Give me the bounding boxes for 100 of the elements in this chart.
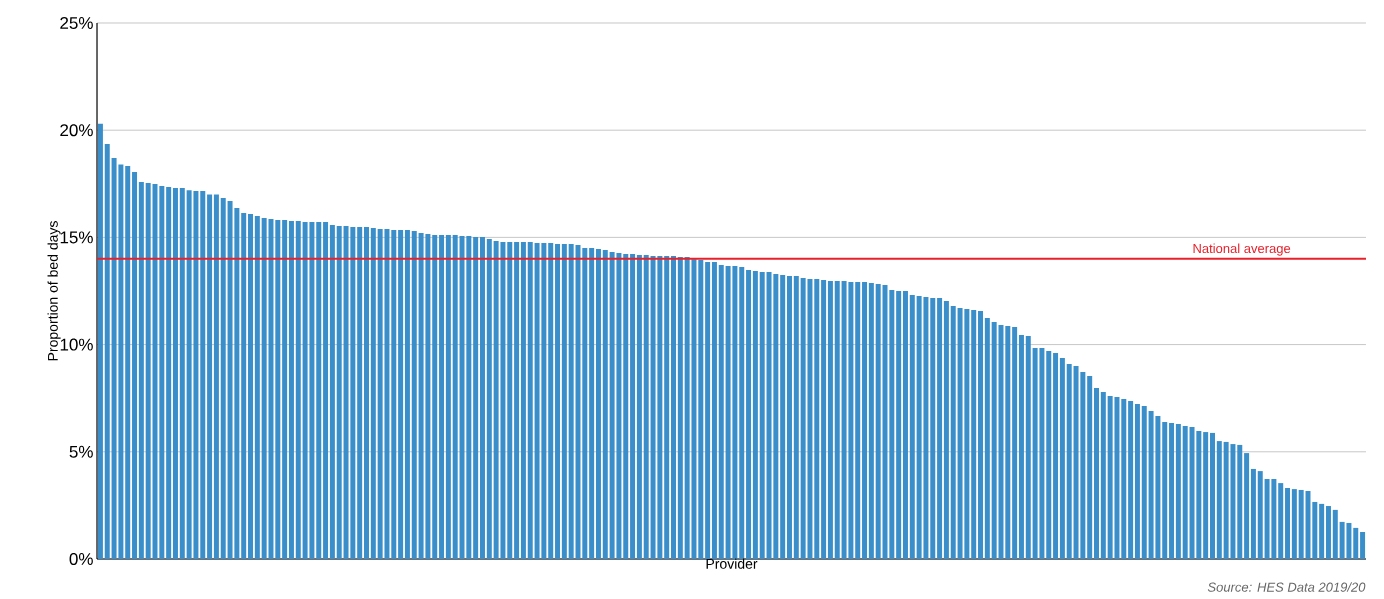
bar (207, 194, 213, 559)
y-tick-label: 5% (69, 445, 93, 458)
bar (643, 254, 649, 559)
bar (902, 290, 908, 559)
bar (1353, 527, 1359, 559)
bar (104, 143, 110, 559)
bar (1162, 421, 1168, 559)
bar (336, 226, 342, 559)
bar (1053, 352, 1059, 559)
bar (602, 250, 608, 559)
bar (486, 238, 492, 559)
bar (984, 318, 990, 559)
bar (323, 221, 329, 559)
bar (125, 166, 131, 559)
bar (1018, 334, 1024, 559)
bar (1005, 325, 1011, 559)
bar (1257, 471, 1263, 559)
bar (862, 281, 868, 559)
bar (514, 241, 520, 559)
bar (1025, 336, 1031, 559)
bar (282, 220, 288, 559)
y-tick-label: 20% (60, 124, 93, 137)
bar (527, 241, 533, 559)
x-axis-title: Provider (706, 558, 758, 569)
bar (200, 191, 206, 559)
bar (1059, 357, 1065, 559)
bar (439, 235, 445, 559)
bar (1182, 426, 1188, 559)
bar (445, 235, 451, 559)
bar (1312, 501, 1318, 559)
bar (254, 215, 260, 559)
bar (950, 306, 956, 559)
bar (827, 280, 833, 559)
bar (213, 194, 219, 559)
bar (705, 262, 711, 559)
bar (1291, 489, 1297, 559)
bar (793, 275, 799, 559)
bar (1128, 400, 1134, 559)
bar (677, 256, 683, 559)
bar (1319, 503, 1325, 559)
bar (329, 224, 335, 559)
bar (896, 290, 902, 559)
bar (295, 221, 301, 559)
bar (555, 244, 561, 559)
bar (855, 281, 861, 559)
bar (636, 254, 642, 559)
bar (1244, 453, 1250, 559)
bar (364, 226, 369, 559)
bar (172, 188, 178, 559)
bar (132, 172, 138, 559)
bar (589, 247, 595, 559)
bar (698, 259, 704, 559)
bar (145, 182, 151, 559)
bar (834, 280, 840, 559)
bar (507, 241, 513, 559)
bar (739, 266, 745, 559)
bar (1203, 432, 1209, 559)
bar (432, 235, 438, 559)
bar (671, 256, 677, 559)
bar (1237, 444, 1243, 559)
bar (718, 265, 724, 559)
ref-line-label: National average (1193, 243, 1291, 256)
bar (1134, 403, 1140, 559)
bar (1046, 351, 1052, 559)
bar (1209, 432, 1215, 559)
bar (1066, 363, 1072, 559)
bar (391, 229, 397, 559)
bar (370, 227, 376, 559)
bar (930, 298, 936, 559)
bar (868, 283, 874, 559)
bar (746, 269, 752, 559)
bar (473, 236, 479, 559)
bar (411, 230, 417, 559)
bar (814, 278, 820, 559)
bar (398, 229, 404, 559)
bar (1100, 391, 1106, 559)
bar (1332, 509, 1338, 559)
bar (1094, 387, 1099, 559)
bar (943, 301, 949, 559)
bar (220, 197, 226, 559)
source-note: Source: HES Data 2019/20 (1207, 582, 1366, 592)
bar (288, 221, 294, 559)
bar (561, 244, 567, 559)
y-tick-label: 0% (69, 552, 93, 566)
bar (752, 271, 758, 559)
bar (1012, 327, 1018, 559)
bar (1325, 506, 1331, 559)
bar (1250, 468, 1256, 559)
bar (1175, 423, 1181, 559)
bar (166, 187, 172, 559)
bar (275, 220, 281, 559)
bar (1216, 441, 1222, 559)
bar (1121, 399, 1127, 559)
bar (971, 310, 977, 559)
bar (978, 310, 984, 559)
bar (821, 280, 827, 559)
bar (97, 123, 103, 559)
bar (316, 221, 322, 559)
bar (623, 253, 629, 559)
bar (548, 242, 554, 559)
